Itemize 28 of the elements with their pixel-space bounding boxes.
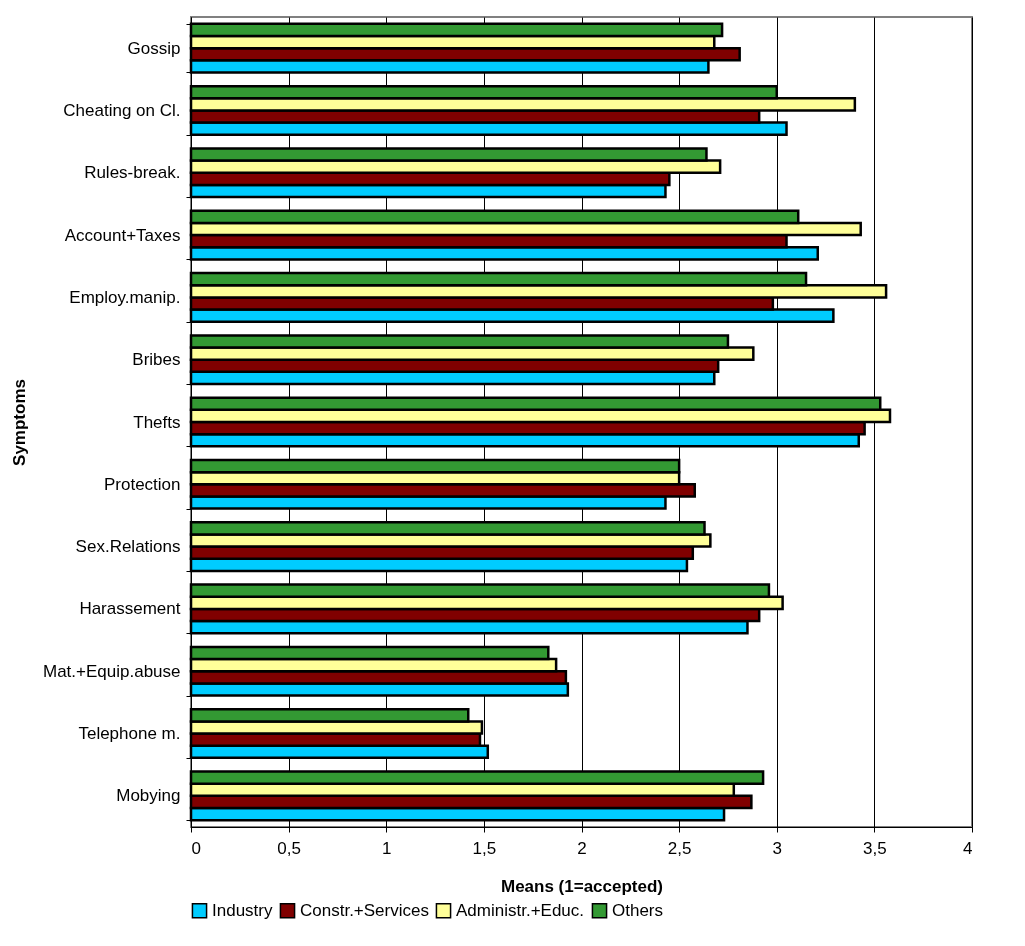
y-tick-label: Gossip <box>127 38 181 58</box>
y-tick-label: Telephone m. <box>78 724 181 744</box>
y-tick-label: Cheating on Cl. <box>63 100 181 120</box>
x-tick-label: 3 <box>772 838 782 858</box>
legend-label: Industry <box>212 900 273 920</box>
legend-label: Administr.+Educ. <box>456 900 585 920</box>
y-tick-label: Protection <box>103 474 181 494</box>
x-tick-label: 1,5 <box>472 838 497 858</box>
x-axis-title: Means (1=accepted) <box>500 876 664 896</box>
legend-label: Constr.+Services <box>300 900 429 920</box>
y-tick-label: Mat.+Equip.abuse <box>42 661 181 681</box>
y-axis-title: Symptoms <box>9 379 29 466</box>
x-tick-label: 0 <box>191 838 201 858</box>
y-tick-label: Rules-break. <box>84 163 181 183</box>
x-tick-label: 4 <box>963 838 973 858</box>
y-tick-label: Harassement <box>79 599 181 619</box>
x-tick-label: 1 <box>382 838 392 858</box>
y-tick-label: Mobying <box>116 786 181 806</box>
x-tick-label: 2,5 <box>667 838 692 858</box>
x-tick-label: 0,5 <box>277 838 301 858</box>
y-tick-label: Sex.Relations <box>75 537 181 557</box>
y-tick-label: Employ.manip. <box>69 287 181 307</box>
legend-label: Others <box>612 900 664 920</box>
y-tick-label: Thefts <box>133 412 181 432</box>
y-tick-label: Account+Taxes <box>64 225 181 245</box>
y-tick-label: Bribes <box>132 350 181 370</box>
x-tick-label: 2 <box>577 838 587 858</box>
x-tick-label: 3,5 <box>863 838 887 858</box>
